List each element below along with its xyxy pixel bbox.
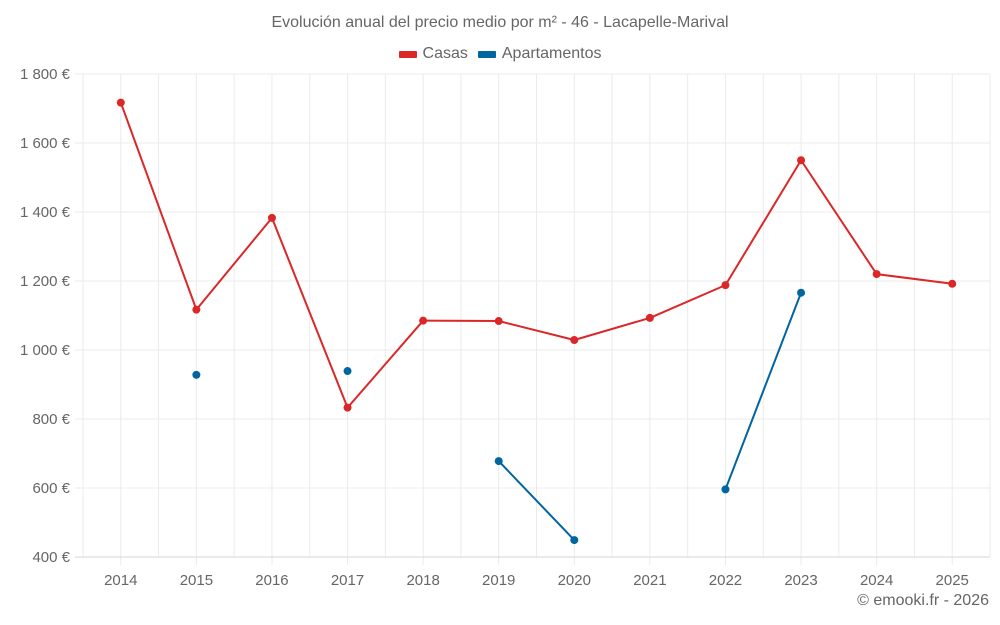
series-line-casas bbox=[119, 101, 198, 311]
data-point-casas[interactable] bbox=[645, 313, 654, 322]
x-tick-label: 2015 bbox=[180, 572, 213, 589]
series-line-casas bbox=[195, 216, 273, 311]
x-tick-label: 2025 bbox=[936, 572, 969, 589]
legend-swatch-apartamentos bbox=[477, 50, 496, 58]
x-tick-label: 2017 bbox=[331, 572, 364, 589]
y-tick-label: 1 800 € bbox=[20, 66, 71, 83]
series-line-casas bbox=[270, 216, 349, 409]
data-point-casas[interactable] bbox=[797, 156, 806, 165]
y-tick-label: 800 € bbox=[32, 411, 70, 428]
y-tick-label: 1 200 € bbox=[20, 273, 71, 290]
series-line-casas bbox=[800, 159, 878, 276]
x-tick-label: 2016 bbox=[255, 572, 288, 589]
data-point-apartamentos[interactable] bbox=[494, 457, 503, 466]
x-tick-label: 2021 bbox=[633, 572, 666, 589]
series-line-casas bbox=[497, 320, 576, 341]
data-point-casas[interactable] bbox=[419, 316, 428, 325]
series-line-casas bbox=[346, 319, 425, 409]
x-tick-label: 2018 bbox=[406, 572, 439, 589]
data-point-apartamentos[interactable] bbox=[570, 536, 579, 545]
series-line-casas bbox=[724, 159, 803, 287]
x-tick-label: 2014 bbox=[104, 572, 137, 589]
y-tick-label: 1 000 € bbox=[20, 342, 71, 359]
data-point-casas[interactable] bbox=[267, 213, 276, 222]
data-point-casas[interactable] bbox=[192, 305, 201, 314]
data-point-apartamentos[interactable] bbox=[192, 370, 201, 379]
data-point-apartamentos[interactable] bbox=[797, 288, 806, 297]
chart-title: Evolución anual del precio medio por m² … bbox=[271, 14, 729, 31]
legend-item-apartamentos[interactable]: Apartamentos bbox=[477, 45, 602, 63]
data-point-casas[interactable] bbox=[721, 281, 730, 290]
data-point-casas[interactable] bbox=[570, 335, 579, 344]
credit-text: © emooki.fr - 2026 bbox=[857, 592, 989, 609]
x-tick-label: 2024 bbox=[860, 572, 893, 589]
legend-item-casas[interactable]: Casas bbox=[398, 45, 468, 63]
x-tick-label: 2020 bbox=[558, 572, 591, 589]
data-point-casas[interactable] bbox=[494, 317, 503, 326]
series-line-casas bbox=[573, 316, 651, 341]
y-tick-label: 1 400 € bbox=[20, 204, 71, 221]
data-point-apartamentos[interactable] bbox=[343, 367, 352, 376]
legend-label-casas: Casas bbox=[422, 45, 468, 62]
data-point-casas[interactable] bbox=[948, 279, 957, 288]
series-line-apartamentos bbox=[724, 291, 803, 491]
data-point-apartamentos[interactable] bbox=[721, 485, 730, 494]
x-tick-label: 2022 bbox=[709, 572, 742, 589]
data-point-casas[interactable] bbox=[872, 270, 881, 279]
series-line-casas bbox=[875, 273, 954, 285]
data-point-casas[interactable] bbox=[116, 98, 125, 107]
legend-swatch-casas bbox=[398, 50, 417, 58]
series-line-casas bbox=[648, 284, 727, 319]
legend-label-apartamentos: Apartamentos bbox=[501, 45, 602, 62]
x-tick-label: 2023 bbox=[784, 572, 817, 589]
y-tick-label: 1 600 € bbox=[20, 135, 71, 152]
data-point-casas[interactable] bbox=[343, 403, 352, 412]
y-tick-label: 600 € bbox=[32, 480, 70, 497]
x-tick-label: 2019 bbox=[482, 572, 515, 589]
legend: Casas Apartamentos bbox=[0, 45, 1000, 63]
y-tick-label: 400 € bbox=[32, 549, 70, 566]
series-line-apartamentos bbox=[497, 460, 576, 542]
